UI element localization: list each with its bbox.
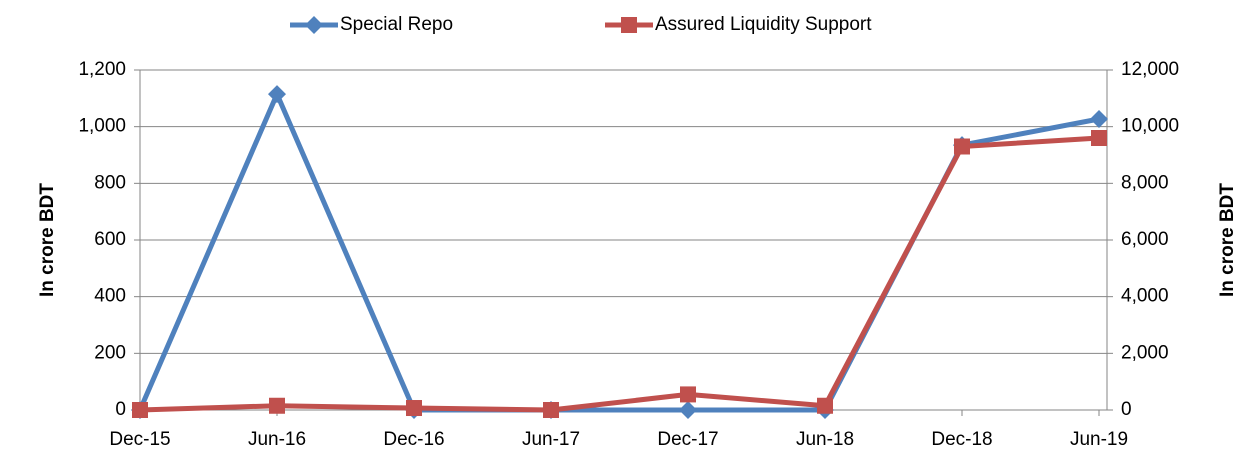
y2-tick-label: 0 (1121, 399, 1132, 420)
y2-tick-label: 6,000 (1121, 229, 1169, 250)
x-tick-label: Jun-18 (796, 429, 854, 450)
x-tick-label: Dec-16 (383, 429, 444, 450)
data-point (268, 85, 286, 104)
x-tick-label: Dec-17 (657, 429, 718, 450)
x-tick-label: Jun-19 (1070, 429, 1128, 450)
legend-marker (621, 17, 637, 33)
y-tick-label: 800 (94, 172, 126, 193)
data-point (679, 401, 697, 419)
x-tick-label: Dec-15 (109, 429, 170, 450)
data-point (543, 402, 559, 418)
y2-tick-label: 12,000 (1121, 59, 1179, 80)
y-tick-label: 1,200 (78, 59, 126, 80)
y2-tick-label: 8,000 (1121, 172, 1169, 193)
y-tick-label: 600 (94, 229, 126, 250)
data-point (1090, 110, 1108, 129)
series-line (139, 135, 1100, 413)
y-tick-label: 400 (94, 286, 126, 307)
legend-label: Assured Liquidity Support (655, 14, 872, 35)
y2-tick-label: 2,000 (1121, 342, 1169, 363)
y-tick-label: 200 (94, 342, 126, 363)
data-point (954, 138, 970, 155)
data-point (817, 397, 833, 414)
data-point (132, 402, 148, 418)
data-point (680, 386, 696, 403)
data-point (269, 397, 285, 414)
legend-marker (305, 16, 323, 34)
y-tick-label: 1,000 (78, 116, 126, 137)
y2-tick-label: 10,000 (1121, 116, 1179, 137)
data-point (406, 400, 422, 417)
y2-axis-title: In crore BDT (1217, 183, 1238, 297)
y-axis-title: In crore BDT (37, 183, 58, 297)
x-tick-label: Dec-18 (931, 429, 992, 450)
legend-label: Special Repo (340, 14, 453, 35)
x-tick-label: Jun-17 (522, 429, 580, 450)
y2-tick-label: 4,000 (1121, 286, 1169, 307)
data-point (1091, 130, 1107, 146)
y-tick-label: 0 (115, 399, 126, 420)
x-tick-label: Jun-16 (248, 429, 306, 450)
